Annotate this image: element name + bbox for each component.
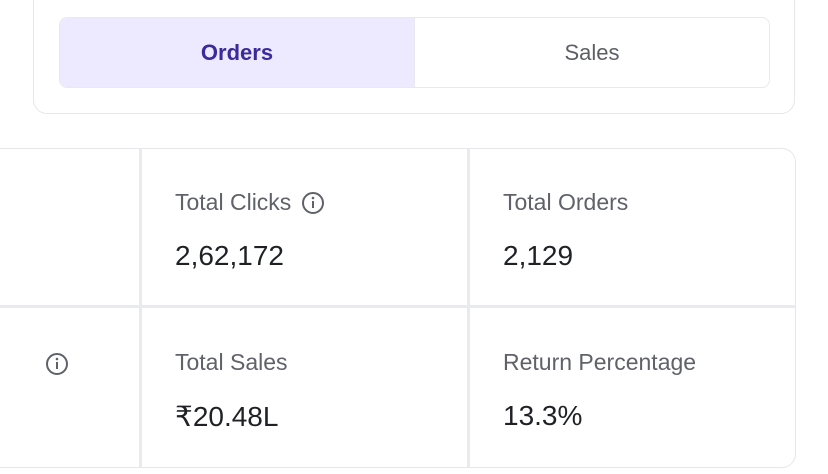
info-icon[interactable] bbox=[301, 191, 325, 215]
sales-tab[interactable]: Sales bbox=[564, 39, 620, 65]
metric-return-percentage: Return Percentage 13.3% bbox=[503, 349, 696, 432]
metrics-grid: Total Clicks 2,62,172 Total Orders 2,129… bbox=[0, 148, 796, 468]
metric-label: Return Percentage bbox=[503, 349, 697, 375]
metric-label: Total Clicks bbox=[175, 189, 292, 215]
grid-divider bbox=[139, 149, 142, 467]
metric-value: 13.3% bbox=[503, 400, 583, 431]
orders-tab[interactable]: Orders bbox=[60, 18, 415, 87]
metric-value: 2,129 bbox=[503, 240, 574, 271]
segmented-control: Orders Sales bbox=[59, 17, 770, 88]
grid-divider bbox=[467, 149, 470, 467]
metric-total-clicks: Total Clicks 2,62,172 bbox=[175, 189, 325, 272]
metric-total-sales: Total Sales ₹20.48L bbox=[175, 349, 288, 433]
view-toggle-card: Orders Sales bbox=[33, 0, 795, 114]
metric-total-orders: Total Orders 2,129 bbox=[503, 189, 628, 272]
metric-value: 2,62,172 bbox=[175, 240, 284, 271]
metric-label: Total Sales bbox=[175, 349, 288, 375]
grid-divider bbox=[0, 305, 795, 308]
metric-label: Total Orders bbox=[503, 189, 629, 215]
info-icon[interactable] bbox=[45, 352, 69, 376]
metric-value: ₹20.48L bbox=[175, 401, 279, 432]
